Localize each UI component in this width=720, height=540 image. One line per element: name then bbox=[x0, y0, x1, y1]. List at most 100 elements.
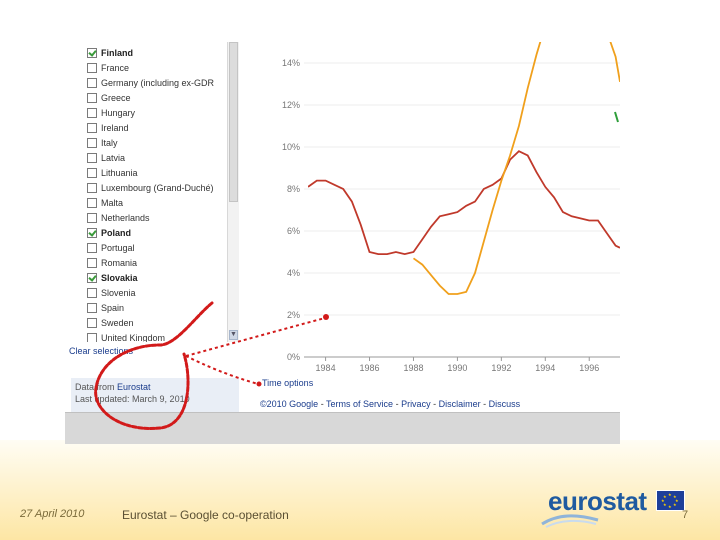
country-label: Ireland bbox=[101, 122, 129, 133]
line-chart: 0% 2% 4% 6% 8% 10% 12% 14% 1984 1986 1988 1990 1992 1… bbox=[282, 42, 620, 372]
country-item[interactable]: Italy bbox=[87, 135, 118, 150]
data-source-info: Data from Eurostat Last updated: March 9… bbox=[71, 378, 239, 412]
country-item[interactable]: Sweden bbox=[87, 315, 134, 330]
country-label: Sweden bbox=[101, 317, 134, 328]
country-checkbox[interactable] bbox=[87, 182, 97, 193]
country-item[interactable]: Ireland bbox=[87, 120, 129, 135]
country-label: Lithuania bbox=[101, 167, 138, 178]
country-checkbox[interactable] bbox=[87, 47, 97, 58]
data-from-prefix: Data from bbox=[75, 382, 118, 392]
screenshot-bottom-bar bbox=[65, 412, 620, 444]
country-checkbox[interactable] bbox=[87, 167, 97, 178]
country-label: Netherlands bbox=[101, 212, 150, 223]
x-tick-label: 1984 bbox=[316, 363, 336, 372]
footer-separator: - bbox=[318, 399, 327, 409]
country-item[interactable]: Slovakia bbox=[87, 270, 138, 285]
data-from-line: Data from Eurostat bbox=[75, 382, 151, 392]
country-label: Hungary bbox=[101, 107, 136, 118]
country-label: Malta bbox=[101, 197, 124, 208]
country-checkbox[interactable] bbox=[87, 212, 97, 223]
country-checkbox[interactable] bbox=[87, 302, 97, 313]
slide-background bbox=[0, 440, 720, 540]
country-item[interactable]: Netherlands bbox=[87, 210, 150, 225]
country-checkbox[interactable] bbox=[87, 242, 97, 253]
eurostat-logo: eurostat ★ ★ ★ ★ ★ ★ ★ ★ bbox=[540, 484, 685, 529]
footer-separator: - bbox=[480, 399, 489, 409]
country-checkbox[interactable] bbox=[87, 122, 97, 133]
country-checkbox[interactable] bbox=[87, 287, 97, 298]
clear-selections-link[interactable]: Clear selections bbox=[69, 346, 134, 356]
country-checkbox[interactable] bbox=[87, 332, 97, 342]
country-item[interactable]: Poland bbox=[87, 225, 131, 240]
data-source-link[interactable]: Eurostat bbox=[117, 382, 151, 392]
y-tick-label: 6% bbox=[287, 226, 300, 236]
country-label: United Kingdom bbox=[101, 332, 166, 343]
country-item[interactable]: France bbox=[87, 60, 129, 75]
country-item[interactable]: Hungary bbox=[87, 105, 135, 120]
disclaimer-link[interactable]: Disclaimer bbox=[438, 399, 481, 409]
country-checkbox[interactable] bbox=[87, 62, 97, 73]
x-tick-label: 1996 bbox=[579, 363, 599, 372]
time-options-link[interactable]: Time options bbox=[262, 378, 314, 388]
country-item[interactable]: Portugal bbox=[87, 240, 135, 255]
country-checkbox[interactable] bbox=[87, 317, 97, 328]
logo-text: eurostat bbox=[548, 486, 647, 516]
x-tick-label: 1986 bbox=[360, 363, 380, 372]
slide-number: 7 bbox=[682, 509, 689, 521]
partial-green-series bbox=[614, 111, 619, 123]
country-checkbox[interactable] bbox=[87, 152, 97, 163]
country-item[interactable]: Latvia bbox=[87, 150, 125, 165]
copyright-link[interactable]: ©2010 Google bbox=[260, 399, 319, 409]
country-item[interactable]: Germany (including ex-GDR bbox=[87, 75, 214, 90]
country-label: Poland bbox=[101, 227, 132, 238]
y-tick-label: 10% bbox=[282, 142, 300, 152]
country-checkbox[interactable] bbox=[87, 257, 97, 268]
terms-link[interactable]: Terms of Service bbox=[326, 399, 394, 409]
discuss-link[interactable]: Discuss bbox=[488, 399, 521, 409]
country-list-scrollbar[interactable]: ▼ bbox=[227, 42, 239, 342]
eu-flag-icon: ★ ★ ★ ★ ★ ★ ★ ★ bbox=[656, 490, 685, 511]
country-checkbox[interactable] bbox=[87, 137, 97, 148]
scrollbar-thumb[interactable] bbox=[229, 42, 238, 202]
country-label: Germany (including ex-GDR bbox=[101, 77, 215, 88]
country-item[interactable]: United Kingdom bbox=[87, 330, 165, 342]
country-item[interactable]: Lithuania bbox=[87, 165, 138, 180]
series-line-0 bbox=[308, 150, 620, 256]
x-tick-label: 1990 bbox=[447, 363, 467, 372]
country-checkbox[interactable] bbox=[87, 92, 97, 103]
x-tick-label: 1992 bbox=[491, 363, 511, 372]
last-updated: Last updated: March 9, 2010 bbox=[75, 394, 190, 404]
slide-title: Eurostat – Google co-operation bbox=[122, 508, 289, 522]
y-tick-label: 8% bbox=[287, 184, 300, 194]
country-item[interactable]: Slovenia bbox=[87, 285, 136, 300]
country-label: Finland bbox=[101, 47, 133, 58]
country-checkbox[interactable] bbox=[87, 197, 97, 208]
country-label: France bbox=[101, 62, 130, 73]
y-tick-label: 0% bbox=[287, 352, 300, 362]
y-tick-label: 14% bbox=[282, 58, 300, 68]
country-item[interactable]: Greece bbox=[87, 90, 131, 105]
x-tick-label: 1994 bbox=[535, 363, 555, 372]
chart-footer: ©2010 Google - Terms of Service - Privac… bbox=[260, 399, 520, 409]
country-checkbox[interactable] bbox=[87, 107, 97, 118]
x-tick-label: 1988 bbox=[403, 363, 423, 372]
country-label: Slovakia bbox=[101, 272, 138, 283]
country-checkbox[interactable] bbox=[87, 77, 97, 88]
screenshot-panel: Finland France Germany (including ex-GDR Gr… bbox=[65, 42, 620, 444]
country-label: Spain bbox=[101, 302, 125, 313]
country-item[interactable]: Finland bbox=[87, 45, 133, 60]
scroll-down-icon[interactable]: ▼ bbox=[229, 330, 238, 340]
country-label: Greece bbox=[101, 92, 131, 103]
country-checkbox[interactable] bbox=[87, 272, 97, 283]
y-tick-label: 4% bbox=[287, 268, 300, 278]
footer-separator: - bbox=[393, 399, 402, 409]
country-item[interactable]: Luxembourg (Grand-Duché) bbox=[87, 180, 214, 195]
series-line-1 bbox=[412, 42, 620, 295]
country-item[interactable]: Malta bbox=[87, 195, 123, 210]
country-checkbox[interactable] bbox=[87, 227, 97, 238]
country-item[interactable]: Romania bbox=[87, 255, 137, 270]
country-list: Finland France Germany (including ex-GDR Gr… bbox=[87, 42, 237, 342]
privacy-link[interactable]: Privacy bbox=[401, 399, 431, 409]
country-label: Italy bbox=[101, 137, 118, 148]
country-item[interactable]: Spain bbox=[87, 300, 124, 315]
